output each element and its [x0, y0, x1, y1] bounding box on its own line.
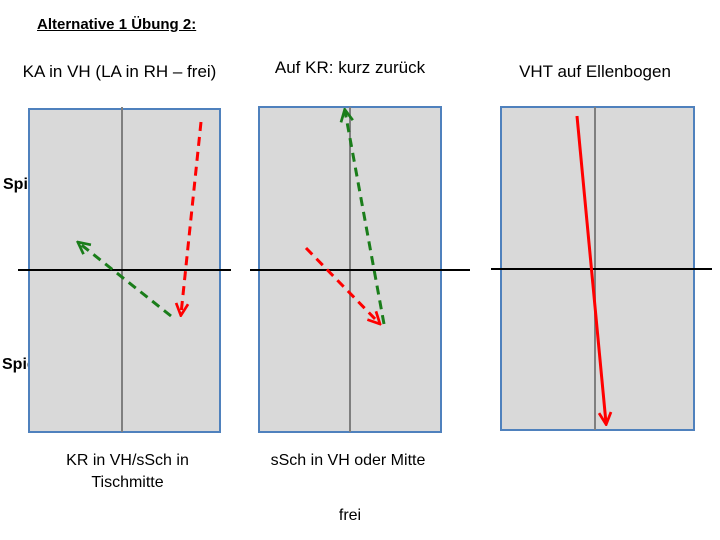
table-2-green-arrow: [345, 111, 386, 325]
footer-text: frei: [338, 507, 362, 524]
table-1-green-arrow: [79, 243, 172, 318]
table-2-caption: sSch in VH oder Mitte: [270, 452, 426, 469]
table-3: [491, 106, 712, 431]
table-2-heading: Auf KR: kurz zurück: [274, 58, 426, 77]
table-1-caption: KR in VH/sSch in Tischmitte: [66, 452, 189, 491]
table-3-red-arrow: [575, 115, 606, 423]
table-2: [250, 106, 470, 433]
table-1: [18, 107, 231, 433]
page-title: Alternative 1 Übung 2:: [37, 16, 197, 33]
table-1-heading: KA in VH (LA in RH – frei): [22, 62, 217, 81]
table-3-heading: VHT auf Ellenbogen: [519, 62, 671, 81]
table-2-red-arrow: [304, 246, 379, 323]
table-1-red-arrow: [181, 121, 203, 314]
